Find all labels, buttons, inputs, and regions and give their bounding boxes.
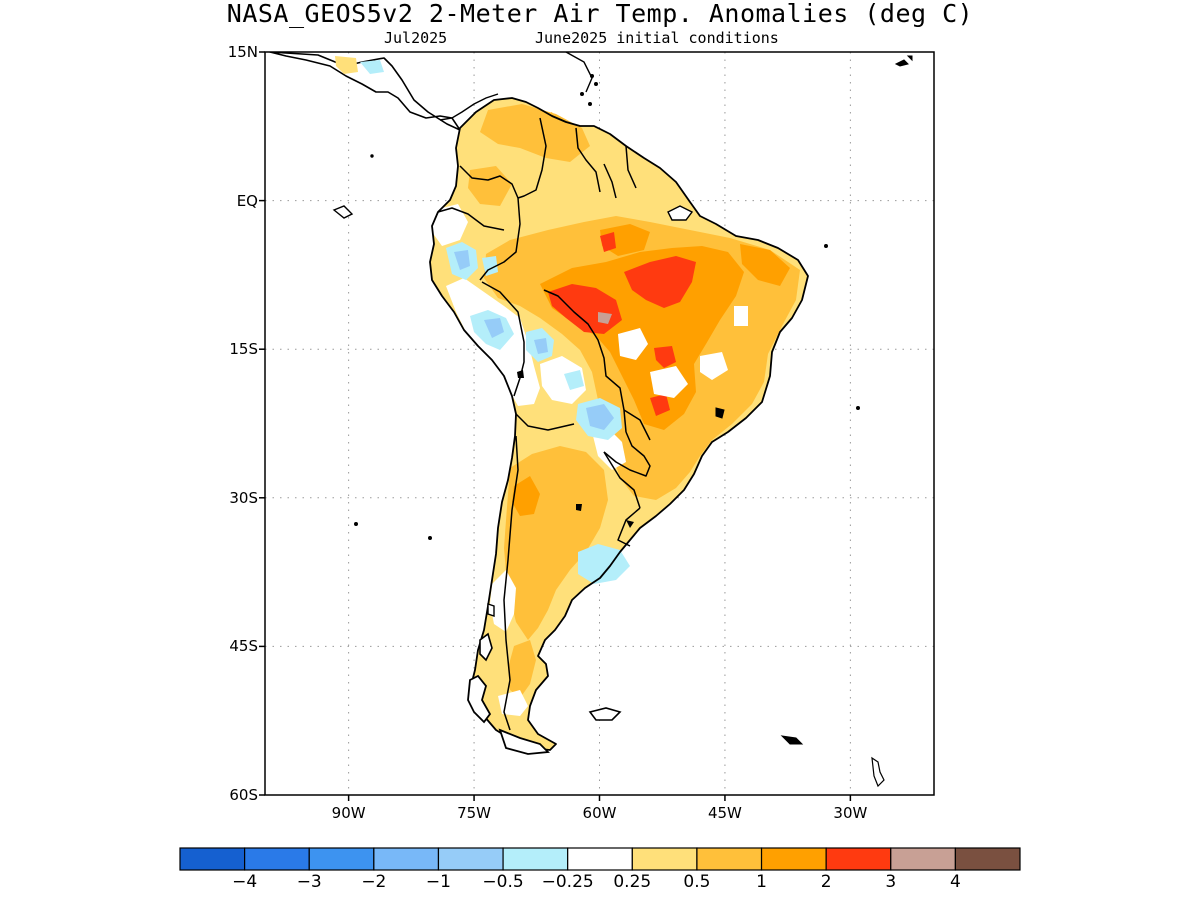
colorbar-label: 3 (885, 872, 897, 892)
map-title: NASA_GEOS5v2 2-Meter Air Temp. Anomalies… (226, 0, 974, 28)
colorbar-label: −0.25 (541, 872, 594, 892)
caribbean-coast (439, 52, 593, 121)
colorbar-label: 1 (756, 872, 767, 892)
colorbar-swatch (179, 847, 246, 871)
colorbar-label: −1 (425, 872, 451, 892)
colorbar-swatch (502, 847, 569, 871)
colorbar-swatch (437, 847, 504, 871)
central-america-warm (335, 56, 358, 74)
colorbar-label: 4 (949, 872, 961, 892)
colorbar-label: 0.25 (613, 872, 652, 892)
colorbar-swatch (760, 847, 827, 871)
colorbar-swatch (825, 847, 892, 871)
colorbar-swatch (373, 847, 440, 871)
lat-label: EQ (236, 191, 258, 210)
lat-label: 60S (229, 786, 258, 804)
lon-label: 75W (457, 804, 492, 822)
colorbar-label: −0.5 (482, 872, 524, 892)
initial-conditions: June2025 initial conditions (535, 29, 779, 47)
lat-label: 45S (229, 637, 258, 656)
colorbar-label: 2 (820, 872, 832, 892)
colorbar-label: −4 (232, 872, 258, 892)
colorbar (179, 847, 1021, 871)
lon-label: 90W (331, 804, 366, 822)
colorbar-label: 0.5 (683, 872, 711, 892)
colorbar-swatch (696, 847, 763, 871)
colorbar-swatch (567, 847, 633, 871)
colorbar-swatch (890, 847, 956, 871)
colorbar-swatch (631, 847, 698, 871)
lat-label: 30S (229, 488, 258, 507)
colorbar-swatch (244, 847, 310, 871)
colorbar-swatch (954, 847, 1021, 871)
lat-label: 15S (229, 340, 258, 359)
colorbar-label: −2 (361, 872, 387, 892)
central-america-cool (360, 60, 384, 74)
lat-label: 15N (227, 43, 258, 61)
forecast-month: Jul2025 (384, 29, 448, 47)
colorbar-swatch (308, 847, 375, 871)
lon-label: 60W (582, 804, 617, 822)
central-america-land (269, 52, 461, 131)
axis-ticks (259, 51, 852, 801)
lon-label: 30W (833, 804, 868, 822)
south-america (429, 97, 809, 751)
lon-label: 45W (707, 804, 742, 822)
colorbar-label: −3 (296, 872, 322, 892)
